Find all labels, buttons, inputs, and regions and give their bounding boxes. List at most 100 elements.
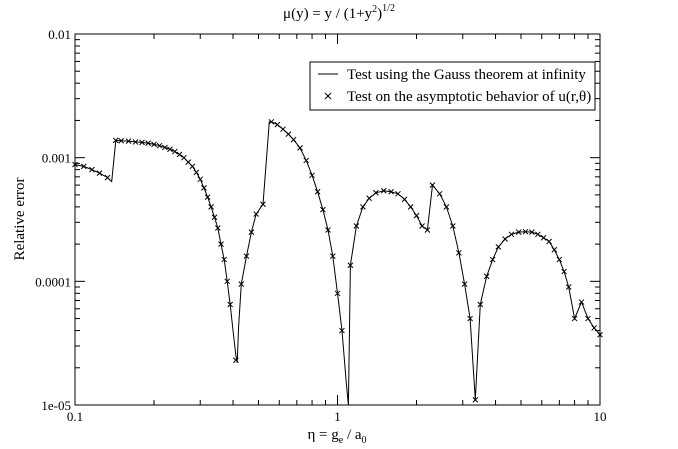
data-point-x-marker: [334, 290, 341, 297]
data-point-x-marker: [167, 146, 173, 153]
data-point-x-marker: [112, 137, 119, 144]
data-point-x-marker: [528, 229, 535, 235]
data-point-x-marker: [578, 299, 585, 305]
data-point-x-marker: [571, 315, 578, 322]
y-tick-label: 0.001: [42, 151, 71, 166]
data-point-x-marker: [280, 126, 286, 133]
series-layer: [72, 118, 603, 406]
data-point-x-marker: [483, 273, 490, 280]
data-point-x-marker: [597, 331, 603, 338]
data-point-x-marker: [561, 268, 567, 275]
legend-label-asymptotic: Test on the asymptotic behavior of u(r,θ…: [347, 89, 591, 105]
x-label-sub-e: e: [339, 435, 344, 446]
data-point-x-marker: [373, 189, 379, 196]
data-point-x-marker: [221, 256, 228, 263]
chart-title: μ(y) = y / (1+y2)1/2: [283, 3, 395, 22]
data-point-x-marker: [176, 151, 183, 158]
data-point-x-marker: [253, 211, 260, 217]
data-point-x-marker: [193, 169, 200, 176]
data-point-x-marker: [118, 137, 125, 144]
x-tick-label: 0.1: [67, 409, 83, 424]
data-point-x-marker: [540, 234, 547, 241]
data-point-x-marker: [104, 174, 111, 181]
data-point-x-marker: [546, 238, 552, 245]
data-point-x-marker: [227, 301, 234, 308]
data-point-x-marker: [156, 142, 163, 149]
data-point-x-marker: [508, 231, 515, 238]
title-superscript-2: 2: [372, 4, 377, 15]
data-point-x-marker: [211, 214, 218, 221]
data-point-x-marker: [585, 315, 591, 322]
data-point-x-marker: [243, 253, 250, 259]
data-point-x-marker: [201, 185, 207, 191]
x-label-sub-0: 0: [362, 435, 367, 446]
data-point-x-marker: [443, 204, 450, 210]
data-point-x-marker: [339, 327, 345, 334]
data-point-x-marker: [132, 139, 139, 145]
data-point-x-marker: [303, 157, 310, 164]
legend: Test using the Gauss theorem at infinity…: [309, 61, 596, 111]
data-point-x-marker: [419, 223, 425, 229]
data-point-x-marker: [535, 231, 541, 238]
data-point-x-marker: [72, 161, 78, 168]
data-point-x-marker: [456, 249, 462, 256]
title-close: ): [377, 6, 382, 22]
legend-box: [309, 61, 596, 111]
data-point-x-marker: [477, 301, 484, 308]
data-point-x-marker: [189, 163, 196, 170]
data-point-x-marker: [591, 325, 598, 331]
data-point-x-marker: [424, 227, 431, 233]
data-point-x-marker: [197, 176, 204, 183]
data-point-x-marker: [208, 204, 214, 210]
x-axis-label: η = ge / a0: [307, 427, 366, 446]
data-point-x-marker: [565, 284, 572, 290]
data-point-x-marker: [325, 227, 331, 233]
data-point-x-marker: [151, 141, 157, 148]
data-point-x-marker: [238, 281, 245, 287]
data-point-x-marker: [380, 187, 387, 194]
data-point-x-marker: [224, 278, 231, 285]
data-point-x-marker: [556, 256, 563, 263]
data-point-x-marker: [185, 159, 192, 165]
data-point-x-marker: [314, 188, 321, 195]
data-point-x-marker: [347, 262, 354, 269]
y-tick-label: 1e-05: [41, 398, 71, 413]
data-point-x-marker: [181, 154, 187, 161]
data-point-x-marker: [449, 223, 456, 229]
data-point-x-marker: [218, 241, 224, 247]
data-point-x-marker: [489, 256, 496, 263]
data-point-x-marker: [407, 204, 414, 210]
y-axis-label: Relative error: [12, 178, 28, 261]
data-point-x-marker: [125, 138, 132, 145]
data-point-x-marker: [320, 206, 326, 213]
data-point-x-marker: [461, 281, 468, 287]
data-point-x-marker: [515, 229, 522, 235]
data-point-x-marker: [467, 315, 473, 322]
data-point-x-marker: [297, 145, 303, 151]
data-point-x-marker: [274, 121, 281, 128]
data-point-x-marker: [139, 139, 145, 146]
data-point-x-marker: [309, 172, 315, 179]
data-point-x-marker: [162, 144, 168, 151]
data-point-x-marker: [290, 136, 297, 143]
data-point-x-marker: [436, 190, 443, 197]
x-label-eta: η = g: [307, 427, 339, 443]
data-point-x-marker: [360, 204, 366, 210]
x-axis: 0.1 1 10: [67, 34, 607, 424]
data-point-x-marker: [388, 188, 394, 195]
y-tick-label: 0.0001: [35, 274, 71, 289]
data-point-x-marker: [401, 196, 408, 203]
data-point-x-marker: [80, 163, 87, 170]
data-point-x-marker: [429, 182, 436, 188]
data-point-x-marker: [96, 170, 103, 176]
y-axis: 1e-05 0.0001 0.001 0.01: [35, 27, 600, 413]
data-point-x-marker: [353, 223, 360, 229]
data-point-x-marker: [171, 148, 178, 155]
data-point-x-marker: [472, 397, 479, 403]
data-point-x-marker: [502, 236, 508, 242]
data-point-x-marker: [145, 140, 152, 147]
y-tick-label: 0.01: [48, 27, 71, 42]
data-point-x-marker: [214, 225, 221, 231]
data-point-x-marker: [89, 166, 95, 173]
